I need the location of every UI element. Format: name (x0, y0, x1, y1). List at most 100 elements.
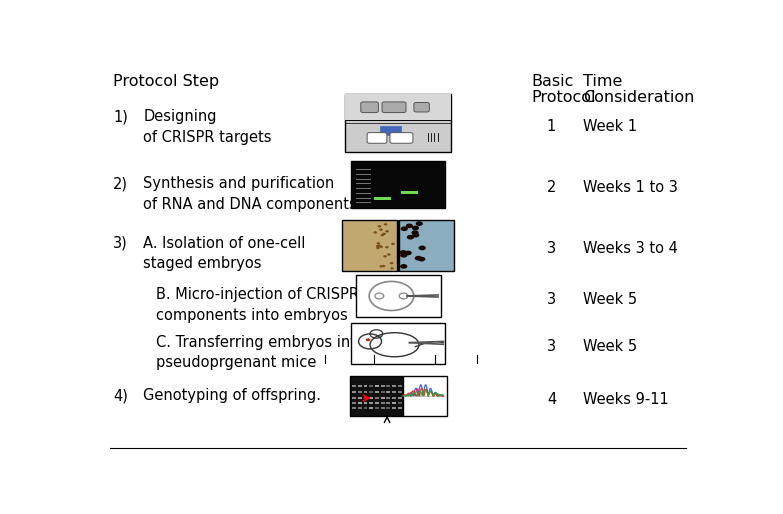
Circle shape (366, 338, 370, 341)
Circle shape (411, 230, 419, 235)
Text: C. Transferring embryos into: C. Transferring embryos into (156, 335, 364, 350)
Bar (363, 397, 367, 399)
Text: 4): 4) (113, 388, 128, 403)
Circle shape (412, 233, 420, 237)
Circle shape (385, 230, 389, 232)
Bar (398, 407, 402, 409)
Bar (375, 402, 379, 404)
FancyBboxPatch shape (390, 133, 413, 143)
Bar (399, 220, 454, 271)
Bar (392, 391, 396, 393)
Bar (381, 402, 384, 404)
Text: Synthesis and purification: Synthesis and purification (143, 176, 334, 191)
Bar (345, 95, 451, 120)
Bar (370, 391, 373, 393)
Bar (392, 407, 396, 409)
Circle shape (377, 245, 381, 247)
Circle shape (383, 255, 387, 258)
Bar (358, 407, 362, 409)
Circle shape (415, 256, 422, 261)
Circle shape (399, 250, 407, 255)
Bar (392, 402, 396, 404)
Text: Genotyping of offspring.: Genotyping of offspring. (143, 388, 321, 403)
Bar (381, 125, 402, 135)
Bar (363, 407, 367, 409)
Circle shape (377, 242, 380, 245)
Bar (381, 397, 384, 399)
Bar (345, 95, 451, 152)
FancyBboxPatch shape (361, 102, 378, 113)
Text: Basic: Basic (532, 74, 574, 88)
Text: staged embryos: staged embryos (143, 256, 262, 271)
Bar (387, 386, 391, 387)
Bar (363, 402, 367, 404)
FancyBboxPatch shape (414, 102, 429, 112)
Bar (398, 391, 402, 393)
Bar (392, 397, 396, 399)
Circle shape (379, 246, 383, 248)
Bar (370, 402, 373, 404)
Bar (381, 407, 384, 409)
Bar (373, 197, 391, 200)
Bar (363, 391, 367, 393)
Bar (352, 402, 356, 404)
Text: 3): 3) (113, 236, 128, 251)
Bar (358, 391, 362, 393)
Bar (363, 386, 367, 387)
Bar (358, 386, 362, 387)
Text: Designing: Designing (143, 109, 217, 124)
Bar (352, 161, 446, 208)
Circle shape (377, 225, 381, 228)
Circle shape (418, 256, 425, 262)
Text: Weeks 3 to 4: Weeks 3 to 4 (583, 241, 678, 255)
Text: 1: 1 (547, 119, 556, 134)
Bar (352, 391, 356, 393)
Bar (342, 220, 397, 271)
Bar (387, 391, 391, 393)
Bar (381, 386, 384, 387)
Bar (375, 391, 379, 393)
Text: Weeks 1 to 3: Weeks 1 to 3 (583, 180, 678, 195)
Bar (370, 397, 373, 399)
Text: components into embryos: components into embryos (156, 308, 348, 323)
Text: Weeks 9-11: Weeks 9-11 (583, 392, 669, 407)
Bar (370, 386, 373, 387)
Circle shape (382, 265, 385, 267)
Text: Protocol: Protocol (532, 90, 597, 105)
Bar (387, 402, 391, 404)
Text: B. Micro-injection of CRISPR/Cas: B. Micro-injection of CRISPR/Cas (156, 287, 391, 302)
Circle shape (390, 267, 394, 269)
Text: Week 1: Week 1 (583, 119, 637, 134)
Circle shape (382, 233, 386, 235)
Bar (375, 386, 379, 387)
Bar (350, 376, 403, 416)
Text: of RNA and DNA components: of RNA and DNA components (143, 197, 357, 212)
Text: 1): 1) (113, 109, 128, 124)
Circle shape (419, 246, 426, 250)
Circle shape (400, 264, 407, 269)
FancyBboxPatch shape (367, 133, 387, 143)
Circle shape (385, 246, 388, 248)
Bar (398, 397, 402, 399)
Bar (370, 407, 373, 409)
Bar (401, 192, 418, 194)
Bar (403, 376, 447, 416)
Circle shape (412, 226, 419, 230)
Bar (352, 386, 356, 387)
Bar (381, 391, 384, 393)
Bar (387, 397, 391, 399)
FancyBboxPatch shape (382, 102, 406, 113)
Text: pseudoprgenant mice: pseudoprgenant mice (156, 355, 316, 371)
Circle shape (401, 226, 408, 231)
Circle shape (373, 231, 377, 233)
Bar (352, 323, 446, 364)
Circle shape (380, 265, 383, 267)
Bar (375, 407, 379, 409)
Text: 2): 2) (113, 176, 128, 191)
Text: Week 5: Week 5 (583, 339, 637, 354)
Text: 3: 3 (547, 292, 556, 307)
Circle shape (407, 235, 414, 240)
Text: Protocol Step: Protocol Step (113, 74, 219, 88)
Text: 3: 3 (547, 339, 556, 354)
Bar (358, 397, 362, 399)
